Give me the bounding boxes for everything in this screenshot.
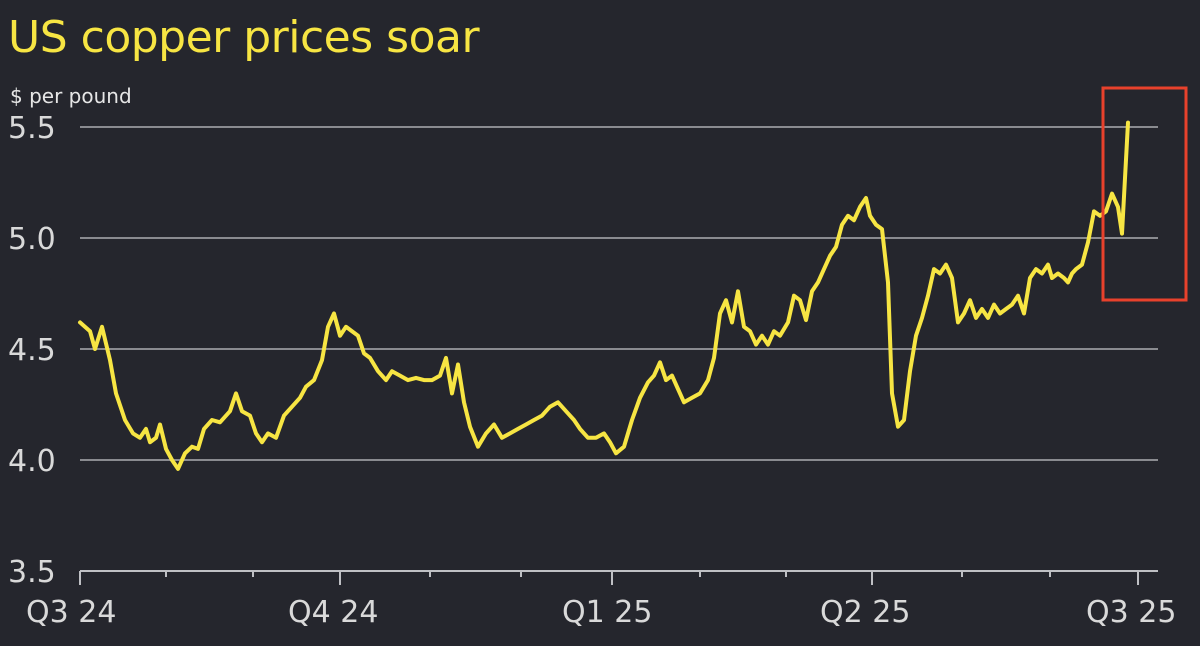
x-tick-labels: Q3 24 Q4 24 Q1 25 Q2 25 Q3 25 xyxy=(26,595,1176,630)
chart-title: US copper prices soar xyxy=(8,12,480,63)
y-tick-label: 4.5 xyxy=(8,333,56,368)
x-tick-label: Q1 25 xyxy=(562,595,652,630)
price-line xyxy=(78,120,1130,471)
x-tick-label: Q4 24 xyxy=(288,595,378,630)
x-tick-label: Q3 25 xyxy=(1086,595,1176,630)
y-axis-unit-label: $ per pound xyxy=(10,84,132,108)
y-tick-label: 5.5 xyxy=(8,111,56,146)
x-tick-label: Q3 24 xyxy=(26,595,116,630)
y-tick-label: 5.0 xyxy=(8,222,56,257)
x-axis xyxy=(79,570,1158,585)
y-tick-label: 3.5 xyxy=(8,555,56,590)
y-tick-labels: 5.5 5.0 4.5 4.0 3.5 xyxy=(8,111,56,590)
y-tick-label: 4.0 xyxy=(8,444,56,479)
highlight-box xyxy=(1101,86,1188,302)
gridlines xyxy=(80,126,1158,461)
x-tick-label: Q2 25 xyxy=(820,595,910,630)
